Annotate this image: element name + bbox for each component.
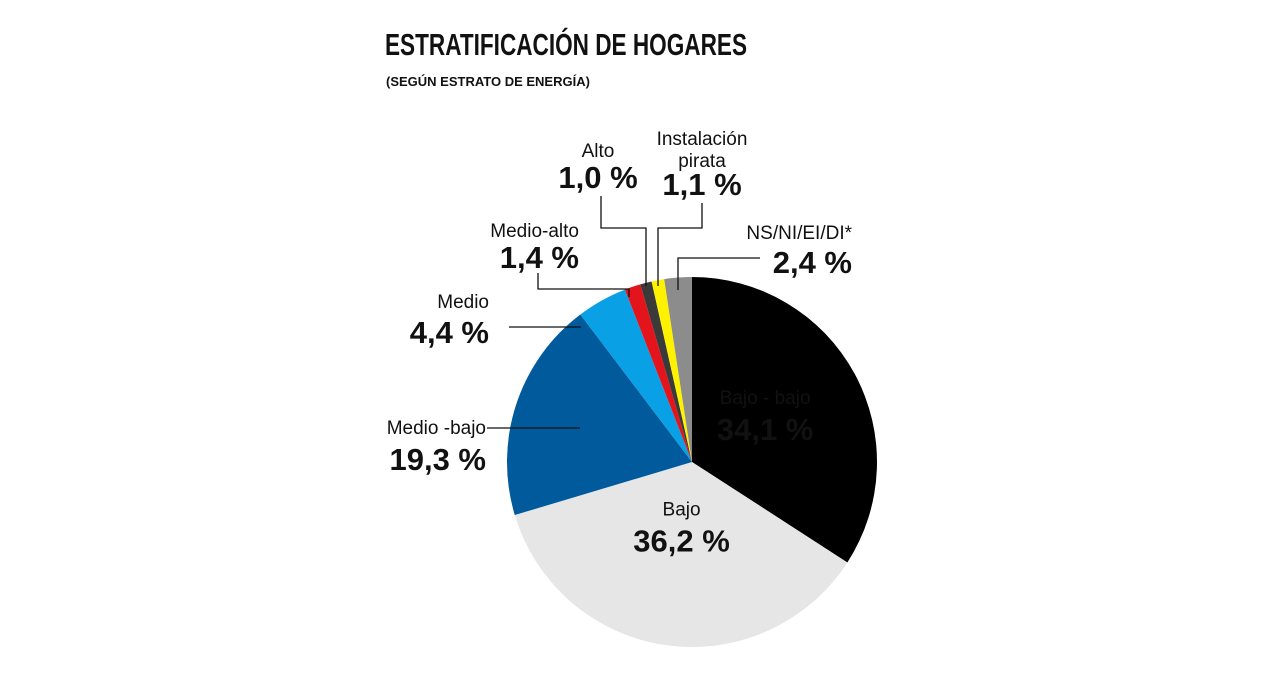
leader-line-medio-alto [537, 273, 630, 297]
slice-label-bajo: Bajo [663, 499, 701, 520]
pie-slice-medio-bajo [506, 314, 692, 516]
slice-value-ns-ni-ei-di: 2,4 % [773, 245, 852, 280]
slice-label-medio: Medio [437, 292, 489, 313]
leader-line-instalaci-n-pirata [657, 203, 703, 286]
slice-label-ns-ni-ei-di: NS/NI/EI/DI* [746, 223, 852, 244]
slice-value-instalaci-n-pirata: 1,1 % [662, 167, 741, 202]
pie-slice-medio-alto [624, 284, 692, 462]
pie-slice-instalaci-n-pirata [651, 279, 692, 462]
slice-label-alto: Alto [582, 141, 615, 162]
slice-label-instalaci-n-pirata: pirata [678, 151, 726, 172]
chart-title: ESTRATIFICACIÓN DE HOGARES [385, 26, 747, 62]
slice-label-instalaci-n-pirata: Instalación [657, 129, 748, 150]
slice-value-alto: 1,0 % [558, 160, 637, 195]
chart-subtitle: (SEGÚN ESTRATO DE ENERGÍA) [386, 74, 590, 89]
slice-value-bajo: 36,2 % [633, 523, 730, 558]
slice-labels: Bajo - bajo 34,1 % Bajo 36,2 % Medio -bajo 19… [387, 129, 853, 558]
slice-value-medio-alto: 1,4 % [500, 240, 579, 275]
pie-slice-bajo-bajo [692, 277, 877, 563]
pie-slice-bajo [514, 462, 848, 648]
leader-line-ns-ni-ei-di [677, 257, 760, 290]
slice-value-bajo-bajo: 34,1 % [717, 412, 814, 447]
leader-lines [487, 196, 760, 429]
slice-value-medio-bajo: 19,3 % [389, 442, 486, 477]
slice-value-medio: 4,4 % [410, 315, 489, 350]
slice-label-medio-alto: Medio-alto [490, 221, 579, 242]
pie-slice-ns-ni-ei-di [664, 276, 692, 462]
slice-label-medio-bajo: Medio -bajo [387, 418, 486, 439]
leader-line-alto [600, 196, 647, 286]
pie-slice-medio [580, 289, 692, 462]
slice-label-bajo-bajo: Bajo - bajo [720, 388, 811, 409]
pie-slices [506, 276, 877, 648]
pie-slice-alto [640, 281, 692, 462]
